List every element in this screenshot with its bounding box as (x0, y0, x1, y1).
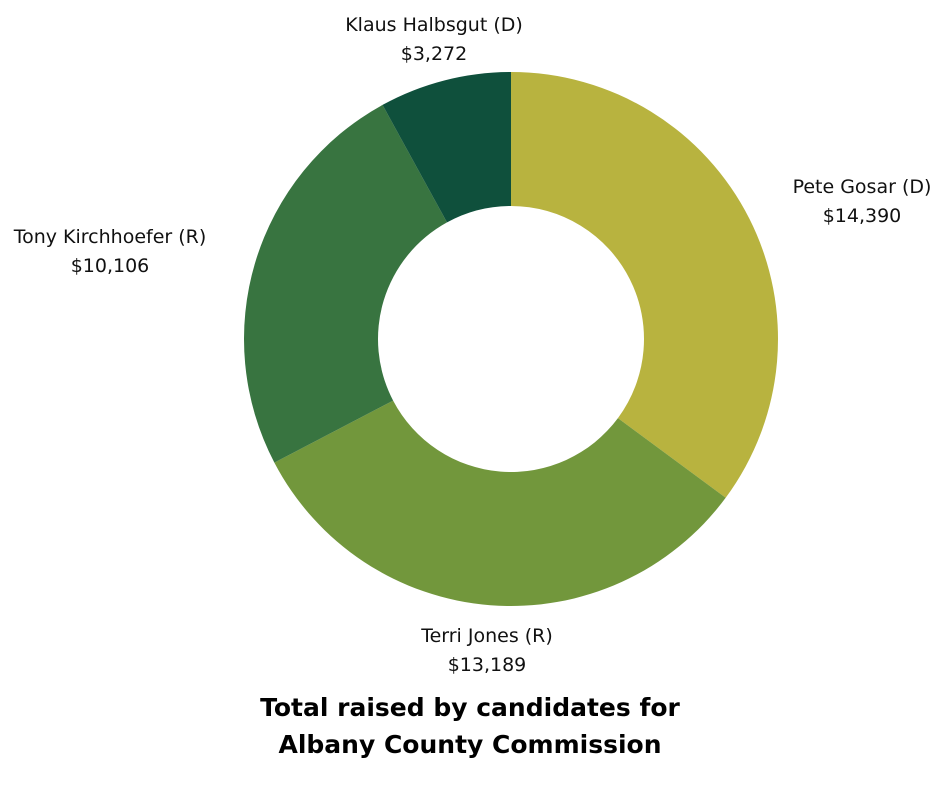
donut-slice-1 (511, 72, 779, 498)
slice-value-label: $14,390 (823, 205, 902, 227)
slice-name-label: Pete Gosar (D) (793, 176, 932, 198)
chart-title-line-2: Albany County Commission (278, 730, 662, 759)
slice-value-label: $10,106 (71, 255, 150, 277)
donut-slice-2 (274, 400, 726, 607)
chart-title-line-1: Total raised by candidates for (260, 693, 680, 722)
slice-value-label: $3,272 (401, 43, 467, 65)
slice-name-label: Klaus Halbsgut (D) (345, 14, 523, 36)
slice-labels: Pete Gosar (D) $14,390 Terri Jones (R) $13,… (13, 14, 932, 676)
slice-value-label: $13,189 (448, 654, 527, 676)
slice-name-label: Tony Kirchhoefer (R) (13, 226, 207, 248)
donut-chart: Pete Gosar (D) $14,390 Terri Jones (R) $13,… (13, 14, 932, 676)
slice-name-label: Terri Jones (R) (420, 625, 553, 647)
donut-slice-3 (243, 104, 448, 463)
donut-slice-4 (382, 72, 511, 223)
donut-slices (243, 72, 779, 607)
